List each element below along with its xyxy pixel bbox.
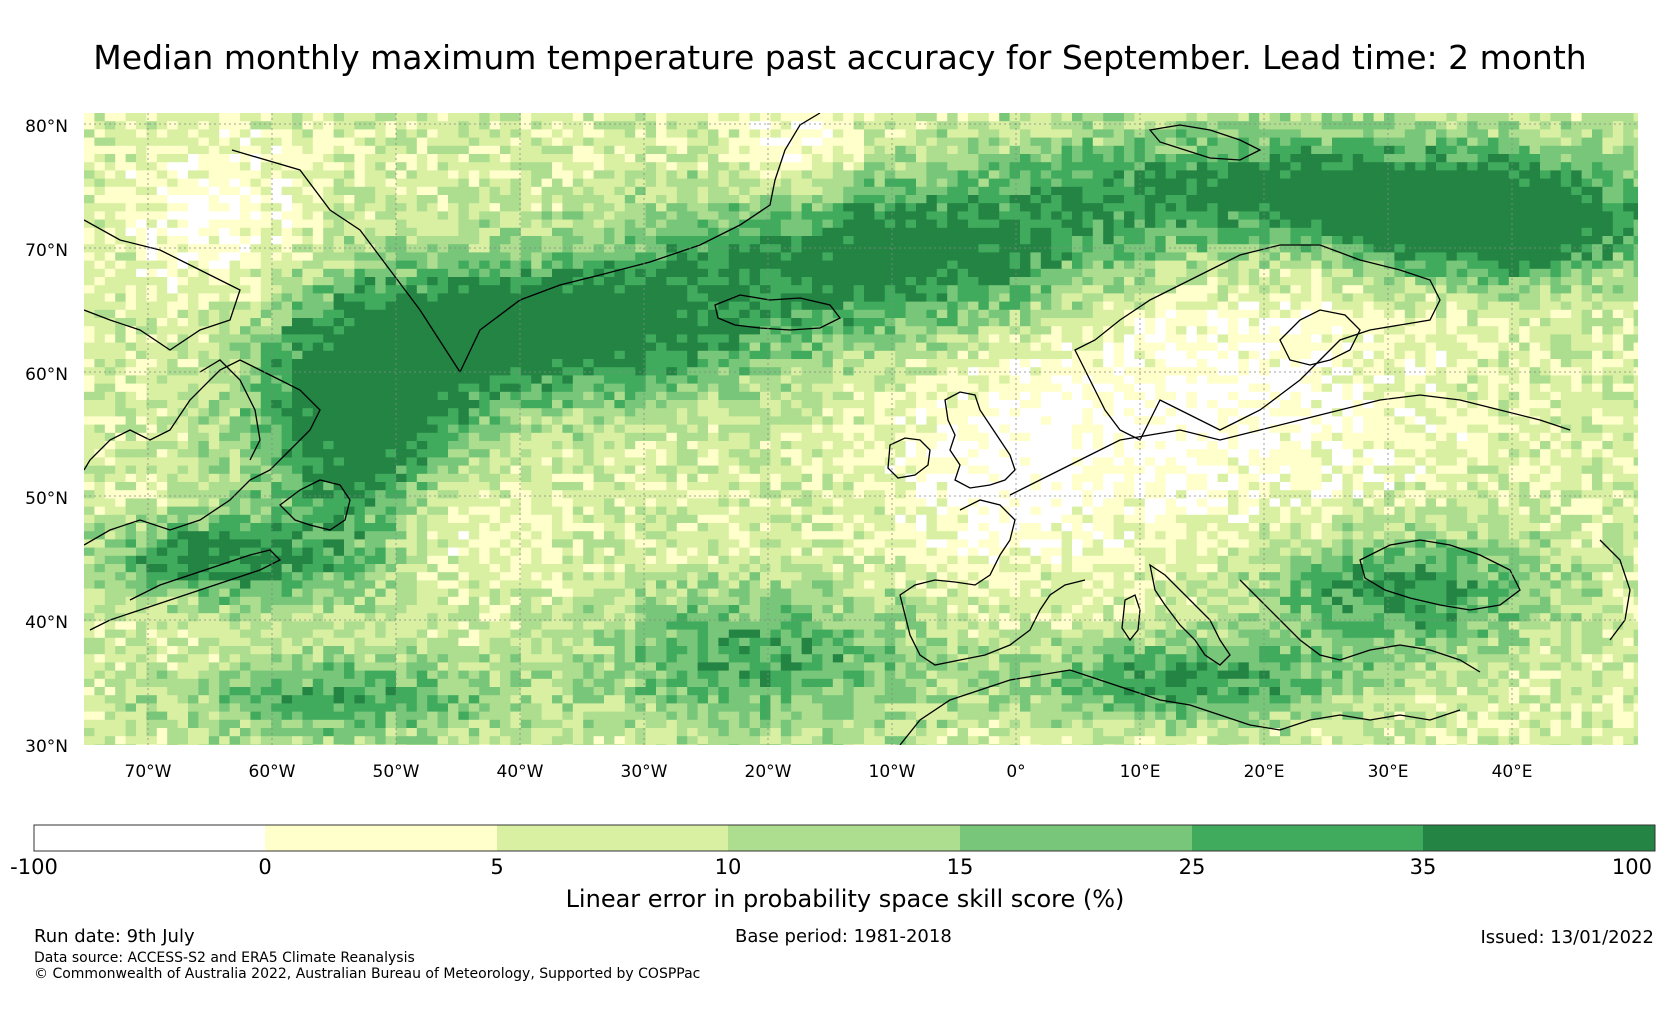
base-period: Base period: 1981-2018 bbox=[735, 926, 952, 947]
run-date: Run date: 9th July bbox=[34, 926, 195, 947]
issued-date: Issued: 13/01/2022 bbox=[1480, 927, 1654, 948]
gridlines bbox=[84, 113, 1638, 745]
colorbar-tick: 25 bbox=[1179, 855, 1206, 879]
lon-label-40e: 40°E bbox=[1492, 762, 1533, 782]
colorbar-tick: -100 bbox=[10, 855, 58, 879]
copyright: © Commonwealth of Australia 2022, Austra… bbox=[34, 966, 701, 982]
lon-label-20e: 20°E bbox=[1244, 762, 1285, 782]
lon-label-20w: 20°W bbox=[745, 762, 792, 782]
colorbar-tick: 0 bbox=[258, 855, 271, 879]
colorbar: -100 0 5 10 15 25 35 100 bbox=[10, 824, 1656, 879]
colorbar-segment-7 bbox=[1423, 825, 1655, 851]
colorbar-tick: 100 bbox=[1612, 855, 1652, 879]
map-title: Median monthly maximum temperature past … bbox=[93, 38, 1587, 77]
lat-label-30n: 30°N bbox=[25, 737, 68, 757]
data-source: Data source: ACCESS-S2 and ERA5 Climate … bbox=[34, 950, 415, 966]
lon-label-30w: 30°W bbox=[621, 762, 668, 782]
skill-cells bbox=[84, 113, 1638, 745]
colorbar-segment-5 bbox=[960, 825, 1192, 851]
lon-label-60w: 60°W bbox=[249, 762, 296, 782]
lon-label-70w: 70°W bbox=[125, 762, 172, 782]
colorbar-segment-1 bbox=[34, 825, 265, 851]
lat-label-50n: 50°N bbox=[25, 489, 68, 509]
lat-label-80n: 80°N bbox=[25, 117, 68, 137]
colorbar-segment-3 bbox=[497, 825, 728, 851]
colorbar-segment-4 bbox=[728, 825, 960, 851]
colorbar-tick: 15 bbox=[947, 855, 974, 879]
lon-label-10w: 10°W bbox=[869, 762, 916, 782]
lat-label-60n: 60°N bbox=[25, 365, 68, 385]
lon-label-0: 0° bbox=[1006, 762, 1025, 782]
colorbar-tick: 10 bbox=[715, 855, 742, 879]
colorbar-tick: 5 bbox=[490, 855, 503, 879]
coastlines bbox=[84, 113, 1631, 745]
lon-label-50w: 50°W bbox=[373, 762, 420, 782]
colorbar-segment-6 bbox=[1192, 825, 1423, 851]
lat-label-70n: 70°N bbox=[25, 241, 68, 261]
lon-label-10e: 10°E bbox=[1120, 762, 1161, 782]
colorbar-tick: 35 bbox=[1410, 855, 1437, 879]
colorbar-segment-2 bbox=[265, 825, 497, 851]
lon-label-40w: 40°W bbox=[497, 762, 544, 782]
colorbar-label: Linear error in probability space skill … bbox=[565, 885, 1125, 913]
lat-label-40n: 40°N bbox=[25, 613, 68, 633]
lon-label-30e: 30°E bbox=[1368, 762, 1409, 782]
colorbar-frame bbox=[33, 824, 1656, 852]
